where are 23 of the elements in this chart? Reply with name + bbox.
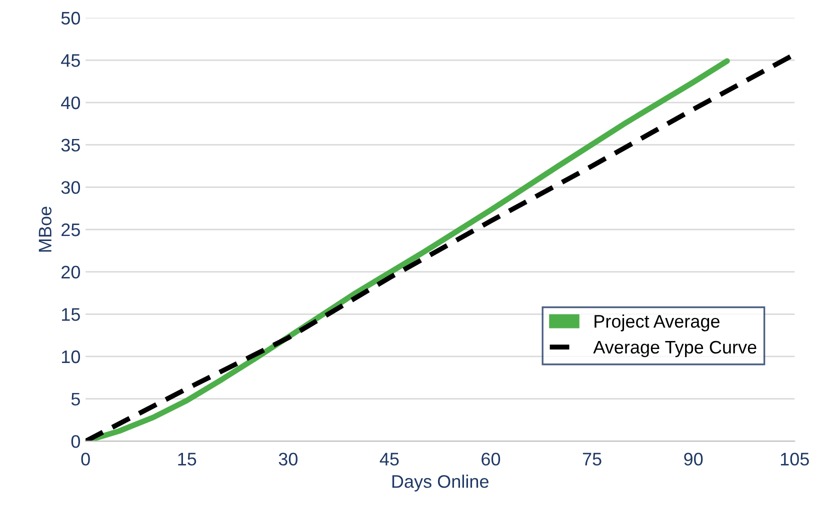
y-axis-title: MBoe [38, 206, 52, 252]
y-tick-label: 25 [62, 223, 80, 236]
y-tick-label: 30 [61, 181, 80, 194]
x-tick-label: 45 [380, 452, 399, 466]
legend-label: Average Type Curve [593, 340, 756, 358]
y-tick-label: 15 [62, 308, 80, 321]
x-tick-label: 30 [278, 452, 298, 466]
y-tick-label: 5 [71, 392, 80, 406]
y-tick-label: 20 [62, 266, 80, 279]
y-tick-label: 0 [71, 435, 80, 448]
x-tick-label: 75 [582, 452, 602, 466]
y-tick-label: 45 [61, 54, 80, 67]
y-tick-label: 35 [61, 138, 80, 152]
y-tick-label: 50 [61, 12, 80, 25]
x-tick-label: 15 [178, 452, 196, 466]
y-tick-label: 10 [62, 350, 80, 364]
legend-label: Project Average [594, 314, 720, 332]
x-tick-label: 90 [684, 452, 703, 466]
x-tick-label: 105 [780, 452, 809, 466]
x-tick-label: 0 [81, 452, 90, 466]
x-axis-title: Days Online [392, 474, 488, 492]
y-tick-label: 40 [61, 96, 80, 110]
x-tick-label: 60 [482, 452, 500, 466]
